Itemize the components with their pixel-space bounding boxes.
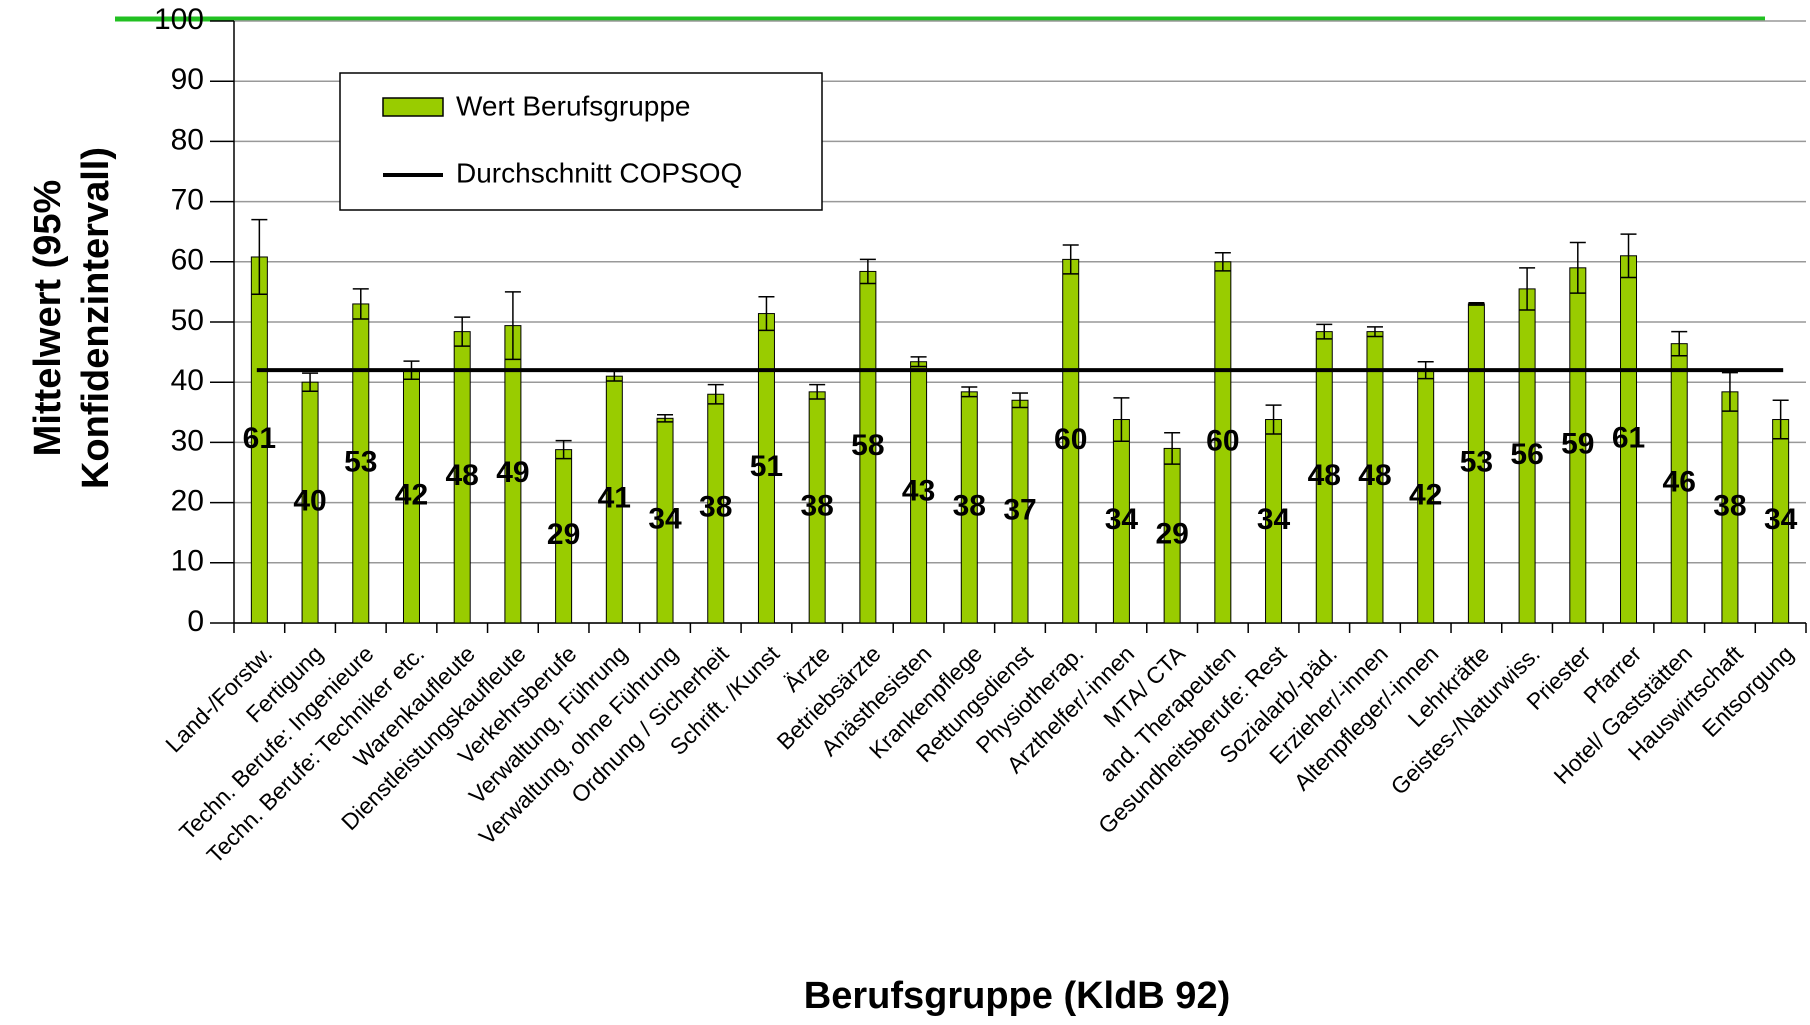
error-bar <box>707 383 724 405</box>
error-bar <box>657 413 674 423</box>
y-tick-label: 80 <box>171 123 204 156</box>
y-tick-label: 30 <box>171 424 204 457</box>
value-label: 41 <box>598 482 631 515</box>
value-label: 60 <box>1054 423 1087 456</box>
y-tick-label: 0 <box>187 605 204 638</box>
error-bar <box>910 356 927 368</box>
error-bar <box>1062 244 1079 275</box>
value-label: 34 <box>1105 503 1139 536</box>
legend-swatch <box>382 97 444 117</box>
y-tick-label: 90 <box>171 63 204 96</box>
error-bar <box>1164 432 1181 465</box>
error-bar <box>1772 399 1789 440</box>
error-bar <box>555 439 572 460</box>
value-label: 56 <box>1510 438 1543 471</box>
error-bar <box>1519 267 1536 311</box>
error-bar <box>859 258 876 285</box>
error-bar <box>251 218 268 296</box>
x-axis-title: Berufsgruppe (KldB 92) <box>804 975 1230 1017</box>
value-label: 53 <box>344 445 377 478</box>
y-tick-label: 50 <box>171 304 204 337</box>
error-bar <box>809 383 826 400</box>
legend-label: Wert Berufsgruppe <box>456 90 691 121</box>
value-label: 48 <box>1308 459 1341 492</box>
error-bar <box>1012 392 1028 409</box>
error-bar <box>1316 323 1333 340</box>
error-bar <box>758 295 775 332</box>
error-bar <box>352 288 369 320</box>
legend-box <box>339 72 823 211</box>
value-label: 38 <box>1713 489 1746 522</box>
y-axis-title: Mittelwert (95% <box>27 180 69 457</box>
value-label: 29 <box>547 518 580 551</box>
error-bar <box>1214 252 1231 272</box>
value-label: 49 <box>496 456 529 489</box>
value-label: 42 <box>1409 479 1442 512</box>
error-bar <box>504 291 521 361</box>
error-bar <box>302 372 319 392</box>
value-label: 38 <box>699 491 732 524</box>
error-bar <box>1113 397 1130 442</box>
value-label: 40 <box>293 485 326 518</box>
value-label: 61 <box>1612 421 1645 454</box>
value-label: 48 <box>1358 459 1391 492</box>
error-bar <box>1569 241 1586 294</box>
y-axis-title: Konfidenzintervall) <box>75 147 117 489</box>
value-label: 59 <box>1561 427 1594 460</box>
y-tick-label: 40 <box>171 364 204 397</box>
value-label: 38 <box>800 489 833 522</box>
legend-label: Durchschnitt COPSOQ <box>456 157 742 188</box>
y-tick-label: 100 <box>154 3 204 36</box>
value-label: 46 <box>1663 465 1696 498</box>
error-bar <box>1620 233 1637 279</box>
value-label: 42 <box>395 479 428 512</box>
y-tick-label: 70 <box>171 184 204 217</box>
value-label: 51 <box>750 450 783 483</box>
y-tick-label: 20 <box>171 485 204 518</box>
value-label: 29 <box>1155 518 1188 551</box>
error-bar <box>1468 301 1485 306</box>
value-label: 38 <box>953 489 986 522</box>
value-label: 53 <box>1460 445 1493 478</box>
error-bar <box>961 386 978 398</box>
y-tick-label: 10 <box>171 545 204 578</box>
error-bar <box>1721 371 1738 412</box>
value-label: 60 <box>1206 424 1239 457</box>
value-label: 43 <box>902 474 935 507</box>
value-label: 34 <box>1257 503 1291 536</box>
value-label: 34 <box>648 503 682 536</box>
value-label: 58 <box>851 429 884 462</box>
y-tick-label: 60 <box>171 244 204 277</box>
value-label: 61 <box>243 422 276 455</box>
error-bar <box>454 316 471 347</box>
error-bar <box>1366 326 1383 338</box>
error-bar <box>1265 404 1282 435</box>
value-label: 34 <box>1764 503 1798 536</box>
error-bar <box>1671 330 1688 357</box>
value-label: 48 <box>446 459 479 492</box>
value-label: 37 <box>1003 494 1036 527</box>
